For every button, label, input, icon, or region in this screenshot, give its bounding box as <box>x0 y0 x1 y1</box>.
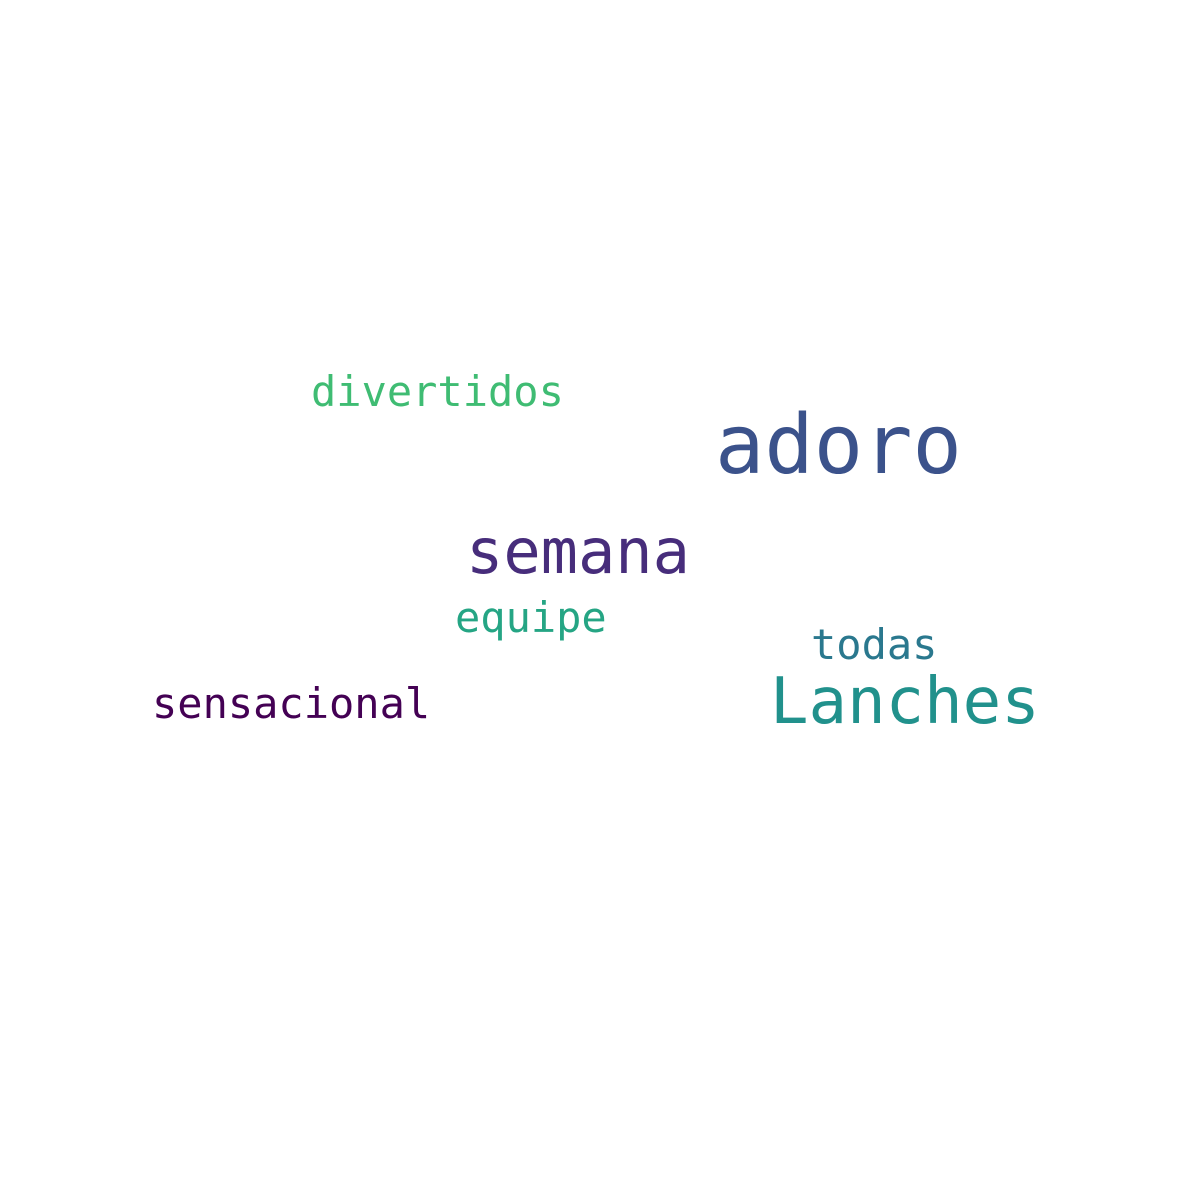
word-lanches: Lanches <box>770 665 1040 739</box>
word-adoro: adoro <box>715 398 962 493</box>
word-sensacional: sensacional <box>152 679 431 728</box>
word-semana: semana <box>466 515 690 588</box>
word-todas: todas <box>811 620 938 669</box>
word-divertidos: divertidos <box>311 367 564 416</box>
word-equipe: equipe <box>455 593 607 642</box>
